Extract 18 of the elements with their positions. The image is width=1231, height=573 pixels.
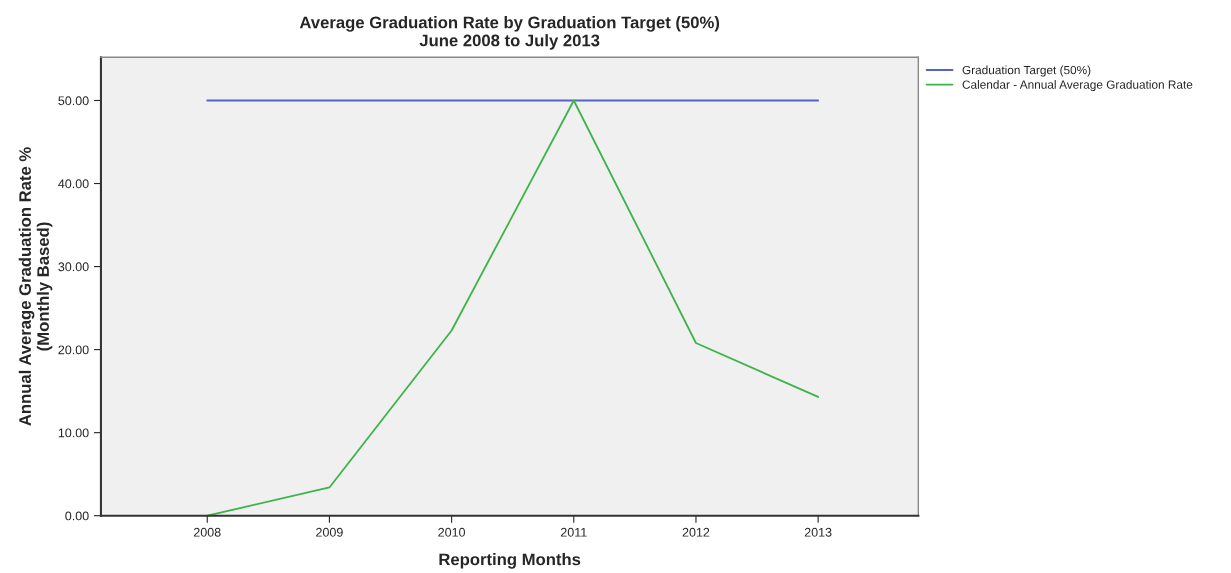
x-tick-label: 2010 (438, 527, 466, 537)
chart-title: Average Graduation Rate by Graduation Target (50%) June 2008 to July 2013 (299, 16, 720, 50)
y-tick-label: 40.00 (58, 179, 89, 189)
y-tick-label: 0.00 (65, 511, 89, 521)
y-tick-label: 10.00 (58, 428, 89, 438)
y-tick-label: 20.00 (58, 345, 89, 355)
y-tick-label: 50.00 (58, 96, 89, 106)
y-tick-label: 30.00 (58, 262, 89, 272)
legend-label: Calendar - Annual Average Graduation Rate (962, 80, 1193, 92)
x-tick-label: 2009 (316, 527, 343, 537)
line-series (206, 99, 820, 516)
x-tick-label: 2012 (682, 527, 710, 537)
x-tick-label: 2011 (560, 527, 587, 537)
y-axis-title: Annual Average Graduation Rate % (Monthly Based) (18, 147, 53, 426)
x-axis-title: Reporting Months (439, 553, 581, 569)
legend-label: Graduation Target (50%) (962, 65, 1091, 77)
x-tick-label: 2008 (193, 527, 221, 537)
x-tick-label: 2013 (804, 527, 832, 537)
